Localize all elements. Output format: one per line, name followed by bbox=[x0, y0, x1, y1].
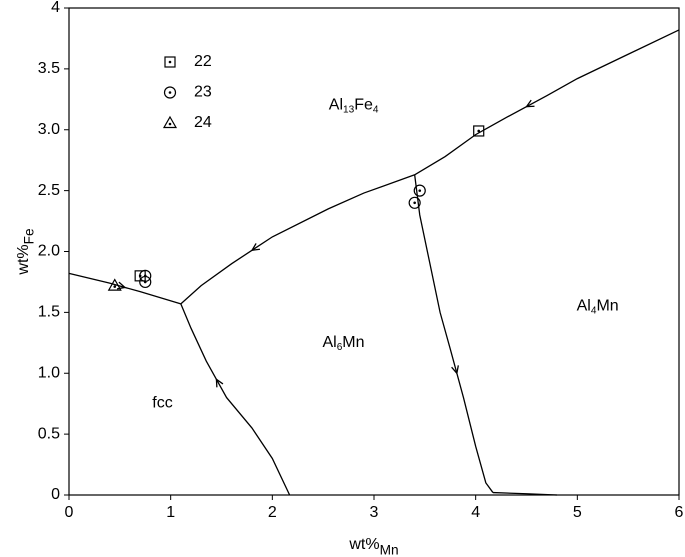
marker-shape bbox=[139, 275, 152, 289]
marker-shape bbox=[162, 115, 178, 129]
y-tick-label: 3.0 bbox=[38, 121, 60, 138]
y-axis-label-part: Fe bbox=[21, 228, 36, 244]
direction-arrow bbox=[250, 243, 261, 252]
marker-shape bbox=[408, 196, 421, 209]
region-label-part: Al bbox=[322, 334, 336, 351]
x-tick-label: 0 bbox=[65, 504, 74, 521]
region-label-part: Mn bbox=[596, 298, 618, 315]
boundary-line bbox=[414, 174, 494, 493]
x-axis-label: wt%Mn bbox=[348, 536, 398, 557]
marker-dot bbox=[168, 60, 172, 64]
x-tick-label: 1 bbox=[166, 504, 175, 521]
y-tick-label: 0 bbox=[51, 486, 60, 503]
legend-marker bbox=[163, 86, 177, 99]
region-label: Al6Mn bbox=[322, 334, 364, 353]
x-tick-label: 4 bbox=[471, 504, 480, 521]
marker-shape bbox=[107, 278, 122, 291]
marker-shape bbox=[163, 86, 177, 99]
region-label-part: Mn bbox=[342, 334, 364, 351]
marker-dot bbox=[168, 122, 172, 126]
region-label: Al13Fe4 bbox=[329, 97, 379, 116]
boundary-line bbox=[414, 29, 680, 176]
marker-dot bbox=[143, 280, 147, 284]
y-tick-label: 2.5 bbox=[38, 182, 60, 199]
legend-marker bbox=[164, 56, 176, 68]
boundary-line bbox=[180, 174, 415, 305]
x-tick-label: 3 bbox=[370, 504, 379, 521]
boundary-line bbox=[68, 272, 182, 305]
marker-dot bbox=[168, 91, 172, 94]
marker-dot bbox=[418, 189, 422, 192]
region-label-part: Al bbox=[329, 97, 343, 114]
data-point bbox=[139, 275, 152, 289]
region-label-part: 6 bbox=[337, 342, 343, 353]
boundary-line bbox=[180, 303, 291, 496]
direction-arrow bbox=[215, 378, 224, 388]
region-label-part: 4 bbox=[373, 104, 379, 115]
marker-dot bbox=[413, 201, 416, 205]
marker-shape bbox=[164, 56, 176, 68]
data-point bbox=[413, 184, 426, 197]
region-label-part: Fe bbox=[354, 97, 373, 114]
y-tick-label: 1.0 bbox=[38, 364, 60, 381]
direction-arrow bbox=[525, 99, 535, 108]
region-label: fcc bbox=[152, 395, 172, 412]
y-tick-label: 0.5 bbox=[38, 425, 60, 442]
data-point bbox=[473, 125, 485, 137]
boundary-line bbox=[492, 491, 558, 496]
region-label-part: 4 bbox=[591, 305, 597, 316]
legend-marker bbox=[162, 115, 178, 129]
x-axis-label-part: Mn bbox=[380, 542, 399, 557]
legend-label: 24 bbox=[194, 114, 212, 131]
x-tick-label: 2 bbox=[268, 504, 277, 521]
y-tick-label: 1.5 bbox=[38, 304, 60, 321]
marker-dot bbox=[113, 285, 117, 288]
region-label-part: 13 bbox=[343, 104, 355, 115]
plot-frame bbox=[68, 7, 680, 496]
y-tick-label: 4 bbox=[51, 0, 60, 16]
y-axis-label: wt%Fe bbox=[15, 228, 36, 275]
y-tick-label: 3.5 bbox=[38, 60, 60, 77]
data-point bbox=[408, 196, 421, 209]
legend-label: 23 bbox=[194, 84, 212, 101]
data-point bbox=[107, 278, 122, 291]
x-tick-label: 6 bbox=[675, 504, 684, 521]
direction-arrow bbox=[451, 365, 459, 375]
region-label-part: Al bbox=[577, 298, 591, 315]
x-tick-label: 5 bbox=[573, 504, 582, 521]
legend-label: 22 bbox=[194, 53, 212, 70]
region-label: Al4Mn bbox=[577, 298, 619, 317]
y-axis-label-part: wt% bbox=[15, 244, 32, 275]
x-axis-label-part: wt% bbox=[348, 536, 379, 553]
marker-dot bbox=[477, 129, 481, 133]
region-label-part: fcc bbox=[152, 395, 172, 412]
marker-shape bbox=[413, 184, 426, 197]
marker-shape bbox=[473, 125, 485, 137]
y-tick-label: 2.0 bbox=[38, 243, 60, 260]
